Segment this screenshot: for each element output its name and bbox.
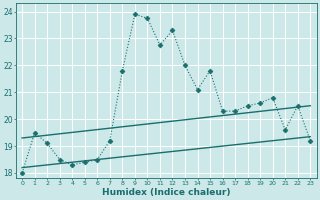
X-axis label: Humidex (Indice chaleur): Humidex (Indice chaleur) (102, 188, 230, 197)
